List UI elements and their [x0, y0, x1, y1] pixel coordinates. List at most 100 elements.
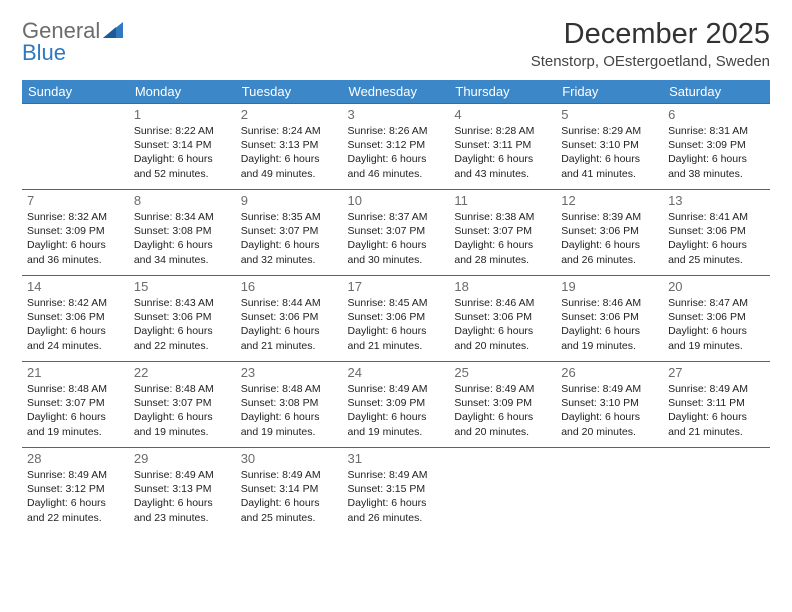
calendar-week-row: 1 Sunrise: 8:22 AMSunset: 3:14 PMDaylight… [22, 104, 770, 190]
day-number: 9 [241, 193, 338, 208]
day-info: Sunrise: 8:35 AMSunset: 3:07 PMDaylight:… [241, 210, 338, 267]
day-info: Sunrise: 8:49 AMSunset: 3:09 PMDaylight:… [348, 382, 445, 439]
calendar-day-cell: 22 Sunrise: 8:48 AMSunset: 3:07 PMDayligh… [129, 362, 236, 448]
day-number: 31 [348, 451, 445, 466]
day-number: 26 [561, 365, 658, 380]
day-info: Sunrise: 8:48 AMSunset: 3:08 PMDaylight:… [241, 382, 338, 439]
calendar-empty-cell [556, 448, 663, 534]
calendar-day-cell: 7 Sunrise: 8:32 AMSunset: 3:09 PMDaylight… [22, 190, 129, 276]
day-number: 14 [27, 279, 124, 294]
day-number: 28 [27, 451, 124, 466]
day-info: Sunrise: 8:48 AMSunset: 3:07 PMDaylight:… [134, 382, 231, 439]
day-number: 6 [668, 107, 765, 122]
calendar-day-cell: 26 Sunrise: 8:49 AMSunset: 3:10 PMDayligh… [556, 362, 663, 448]
day-info: Sunrise: 8:37 AMSunset: 3:07 PMDaylight:… [348, 210, 445, 267]
day-number: 16 [241, 279, 338, 294]
day-number: 17 [348, 279, 445, 294]
day-number: 20 [668, 279, 765, 294]
day-number: 23 [241, 365, 338, 380]
calendar-body: 1 Sunrise: 8:22 AMSunset: 3:14 PMDaylight… [22, 104, 770, 534]
calendar-table: SundayMondayTuesdayWednesdayThursdayFrid… [22, 80, 770, 534]
brand-text: General Blue [22, 20, 123, 64]
day-number: 4 [454, 107, 551, 122]
day-info: Sunrise: 8:44 AMSunset: 3:06 PMDaylight:… [241, 296, 338, 353]
brand-logo: General Blue [22, 20, 123, 64]
calendar-empty-cell [449, 448, 556, 534]
calendar-day-cell: 20Sunrise: 8:47 AMSunset: 3:06 PMDayligh… [663, 276, 770, 362]
calendar-day-cell: 5Sunrise: 8:29 AMSunset: 3:10 PMDaylight… [556, 104, 663, 190]
day-number: 11 [454, 193, 551, 208]
calendar-day-cell: 24 Sunrise: 8:49 AMSunset: 3:09 PMDayligh… [343, 362, 450, 448]
day-info: Sunrise: 8:49 AMSunset: 3:14 PMDaylight:… [241, 468, 338, 525]
day-number: 25 [454, 365, 551, 380]
calendar-week-row: 28 Sunrise: 8:49 AMSunset: 3:12 PMDayligh… [22, 448, 770, 534]
calendar-day-cell: 21 Sunrise: 8:48 AMSunset: 3:07 PMDayligh… [22, 362, 129, 448]
calendar-day-cell: 12 Sunrise: 8:39 AMSunset: 3:06 PMDayligh… [556, 190, 663, 276]
day-number: 27 [668, 365, 765, 380]
weekday-header: Tuesday [236, 80, 343, 104]
calendar-day-cell: 17 Sunrise: 8:45 AMSunset: 3:06 PMDayligh… [343, 276, 450, 362]
day-info: Sunrise: 8:48 AMSunset: 3:07 PMDaylight:… [27, 382, 124, 439]
calendar-day-cell: 2Sunrise: 8:24 AMSunset: 3:13 PMDaylight… [236, 104, 343, 190]
calendar-day-cell: 9 Sunrise: 8:35 AMSunset: 3:07 PMDaylight… [236, 190, 343, 276]
day-info: Sunrise: 8:49 AMSunset: 3:11 PMDaylight:… [668, 382, 765, 439]
calendar-empty-cell [663, 448, 770, 534]
day-number: 18 [454, 279, 551, 294]
calendar-day-cell: 11 Sunrise: 8:38 AMSunset: 3:07 PMDayligh… [449, 190, 556, 276]
day-info: Sunrise: 8:24 AMSunset: 3:13 PMDaylight:… [241, 124, 338, 181]
day-number: 5 [561, 107, 658, 122]
day-info: Sunrise: 8:46 AMSunset: 3:06 PMDaylight:… [454, 296, 551, 353]
calendar-day-cell: 25 Sunrise: 8:49 AMSunset: 3:09 PMDayligh… [449, 362, 556, 448]
triangle-icon [103, 18, 123, 43]
day-number: 15 [134, 279, 231, 294]
calendar-day-cell: 10 Sunrise: 8:37 AMSunset: 3:07 PMDayligh… [343, 190, 450, 276]
day-number: 19 [561, 279, 658, 294]
day-info: Sunrise: 8:28 AMSunset: 3:11 PMDaylight:… [454, 124, 551, 181]
calendar-day-cell: 15 Sunrise: 8:43 AMSunset: 3:06 PMDayligh… [129, 276, 236, 362]
day-info: Sunrise: 8:39 AMSunset: 3:06 PMDaylight:… [561, 210, 658, 267]
calendar-day-cell: 18 Sunrise: 8:46 AMSunset: 3:06 PMDayligh… [449, 276, 556, 362]
calendar-week-row: 14 Sunrise: 8:42 AMSunset: 3:06 PMDayligh… [22, 276, 770, 362]
day-number: 30 [241, 451, 338, 466]
calendar-day-cell: 1 Sunrise: 8:22 AMSunset: 3:14 PMDaylight… [129, 104, 236, 190]
calendar-empty-cell [22, 104, 129, 190]
day-number: 8 [134, 193, 231, 208]
weekday-header: Friday [556, 80, 663, 104]
calendar-day-cell: 29Sunrise: 8:49 AMSunset: 3:13 PMDayligh… [129, 448, 236, 534]
calendar-week-row: 21 Sunrise: 8:48 AMSunset: 3:07 PMDayligh… [22, 362, 770, 448]
weekday-header: Wednesday [343, 80, 450, 104]
calendar-week-row: 7 Sunrise: 8:32 AMSunset: 3:09 PMDaylight… [22, 190, 770, 276]
day-info: Sunrise: 8:49 AMSunset: 3:12 PMDaylight:… [27, 468, 124, 525]
calendar-day-cell: 31 Sunrise: 8:49 AMSunset: 3:15 PMDayligh… [343, 448, 450, 534]
day-info: Sunrise: 8:45 AMSunset: 3:06 PMDaylight:… [348, 296, 445, 353]
day-number: 1 [134, 107, 231, 122]
day-info: Sunrise: 8:34 AMSunset: 3:08 PMDaylight:… [134, 210, 231, 267]
calendar-day-cell: 3 Sunrise: 8:26 AMSunset: 3:12 PMDaylight… [343, 104, 450, 190]
day-info: Sunrise: 8:38 AMSunset: 3:07 PMDaylight:… [454, 210, 551, 267]
day-info: Sunrise: 8:22 AMSunset: 3:14 PMDaylight:… [134, 124, 231, 181]
day-info: Sunrise: 8:49 AMSunset: 3:10 PMDaylight:… [561, 382, 658, 439]
day-number: 10 [348, 193, 445, 208]
day-info: Sunrise: 8:49 AMSunset: 3:09 PMDaylight:… [454, 382, 551, 439]
title-block: December 2025 Stenstorp, OEstergoetland,… [531, 18, 770, 70]
day-number: 21 [27, 365, 124, 380]
day-number: 7 [27, 193, 124, 208]
calendar-day-cell: 23 Sunrise: 8:48 AMSunset: 3:08 PMDayligh… [236, 362, 343, 448]
day-info: Sunrise: 8:43 AMSunset: 3:06 PMDaylight:… [134, 296, 231, 353]
calendar-day-cell: 19 Sunrise: 8:46 AMSunset: 3:06 PMDayligh… [556, 276, 663, 362]
calendar-day-cell: 27 Sunrise: 8:49 AMSunset: 3:11 PMDayligh… [663, 362, 770, 448]
weekday-header: Saturday [663, 80, 770, 104]
day-info: Sunrise: 8:49 AMSunset: 3:15 PMDaylight:… [348, 468, 445, 525]
day-number: 12 [561, 193, 658, 208]
calendar-day-cell: 16 Sunrise: 8:44 AMSunset: 3:06 PMDayligh… [236, 276, 343, 362]
day-info: Sunrise: 8:46 AMSunset: 3:06 PMDaylight:… [561, 296, 658, 353]
day-info: Sunrise: 8:42 AMSunset: 3:06 PMDaylight:… [27, 296, 124, 353]
weekday-header: Monday [129, 80, 236, 104]
day-number: 3 [348, 107, 445, 122]
calendar-day-cell: 13Sunrise: 8:41 AMSunset: 3:06 PMDayligh… [663, 190, 770, 276]
day-info: Sunrise: 8:26 AMSunset: 3:12 PMDaylight:… [348, 124, 445, 181]
day-number: 24 [348, 365, 445, 380]
day-info: Sunrise: 8:32 AMSunset: 3:09 PMDaylight:… [27, 210, 124, 267]
day-number: 22 [134, 365, 231, 380]
calendar-day-cell: 8 Sunrise: 8:34 AMSunset: 3:08 PMDaylight… [129, 190, 236, 276]
